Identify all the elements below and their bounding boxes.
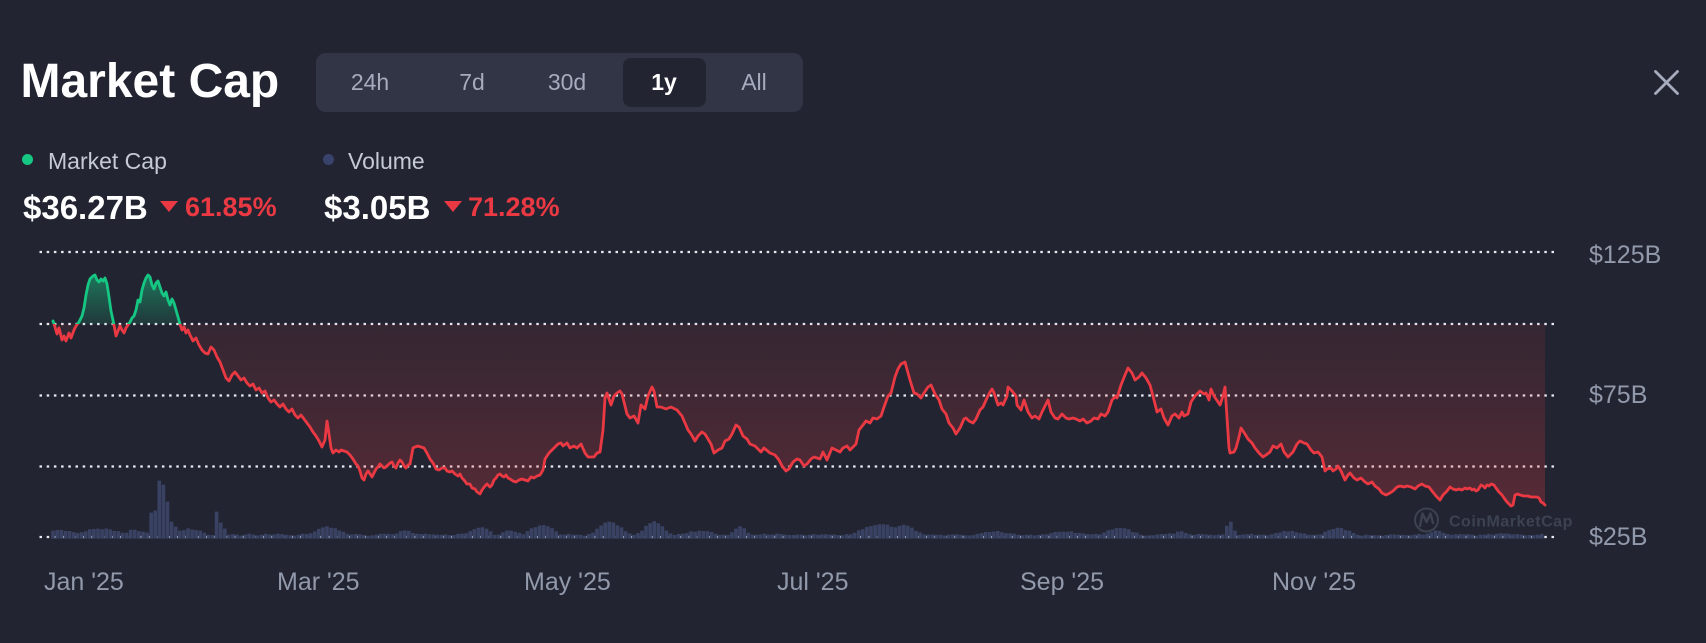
svg-text:May '25: May '25: [524, 568, 611, 596]
svg-text:Jan '25: Jan '25: [44, 568, 124, 596]
svg-text:Jul '25: Jul '25: [777, 568, 848, 596]
svg-text:Nov '25: Nov '25: [1272, 568, 1356, 596]
svg-text:Mar '25: Mar '25: [277, 568, 360, 596]
svg-text:Sep '25: Sep '25: [1020, 568, 1104, 596]
svg-text:CoinMarketCap: CoinMarketCap: [1449, 514, 1573, 531]
svg-text:$125B: $125B: [1589, 241, 1661, 269]
svg-text:$25B: $25B: [1589, 523, 1647, 551]
svg-text:$75B: $75B: [1589, 381, 1647, 409]
